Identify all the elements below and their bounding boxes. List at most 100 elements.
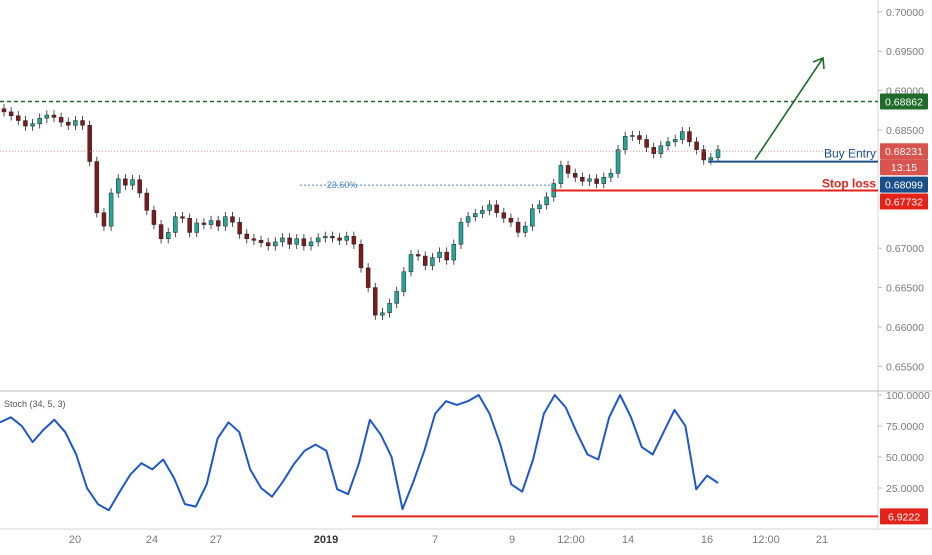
price-tick-label: 0.68500 [886, 125, 924, 137]
candle-body [687, 131, 692, 143]
candle-body [80, 120, 85, 126]
stoch-tick-label: 25.0000 [886, 483, 924, 495]
candle-body [337, 237, 342, 241]
candle-body [358, 243, 364, 269]
candle-body [173, 216, 178, 233]
time-tick-label: 14 [622, 534, 634, 546]
price-tick-label: 0.66000 [886, 322, 924, 334]
time-tick-label: 20 [69, 534, 81, 546]
candle-body [430, 257, 435, 266]
candle-body [387, 303, 392, 314]
stoch-title: Stoch (34, 5, 3) [4, 399, 66, 409]
candle-body [480, 210, 485, 214]
candle-body [237, 221, 242, 235]
price-flag-label: 13:15 [891, 162, 917, 174]
candle-body [644, 139, 649, 148]
candle-body [401, 271, 407, 292]
candle-body [351, 236, 357, 245]
candle-body [465, 216, 471, 223]
candle-body [444, 251, 449, 261]
candle-body [137, 179, 142, 194]
candle-body [494, 204, 499, 213]
target-arrow-shaft [754, 57, 824, 161]
candle-body [622, 136, 628, 150]
candle-body [708, 157, 714, 161]
candle-body [423, 255, 428, 266]
candle-body [458, 221, 464, 245]
candle-body [180, 216, 185, 219]
candle-body [323, 236, 328, 239]
candle-body [108, 192, 114, 227]
stoch-tick-label: 100.0000 [886, 390, 930, 402]
time-tick-label: 27 [210, 534, 222, 546]
candle-body [487, 204, 492, 211]
time-tick-label: 21 [816, 534, 828, 546]
candle-body [94, 161, 100, 213]
candle-body [580, 177, 585, 182]
candle-body [572, 173, 578, 178]
stoch-tick-label: 50.0000 [886, 452, 924, 464]
candle-body [537, 204, 542, 210]
candle-body [44, 114, 50, 119]
fib-236-label: 23.60% [327, 180, 358, 190]
candle-body [601, 177, 607, 184]
price-flag [880, 176, 928, 193]
time-tick-label: 24 [146, 534, 158, 546]
candle-body [508, 217, 514, 223]
price-flag [880, 159, 928, 176]
candle-body [115, 178, 121, 194]
candle-body [230, 216, 235, 223]
candle-body [16, 115, 21, 121]
stoch-line [0, 394, 719, 512]
candle-body [344, 236, 349, 241]
candle-body [694, 141, 699, 150]
candle-body [58, 117, 64, 123]
price-flag [880, 143, 928, 160]
candle-body [330, 236, 335, 239]
candle-body [223, 216, 228, 227]
price-tick-label: 0.66500 [886, 283, 924, 295]
candle-body [408, 254, 414, 273]
candle-body [308, 241, 314, 247]
candle-body [594, 178, 599, 184]
candle-body [672, 139, 678, 143]
candle-body [315, 237, 321, 243]
candle-body [215, 220, 221, 227]
price-flag-label: 0.68099 [885, 180, 923, 192]
candle-body [165, 232, 171, 239]
candle-body [501, 212, 507, 219]
stoch-threshold-flag [880, 508, 928, 525]
candle-body [608, 173, 614, 178]
time-tick-label: 12:00 [752, 534, 780, 546]
candle-body [251, 238, 257, 241]
candle-body [451, 243, 457, 261]
candle-body [37, 117, 42, 124]
candle-body [544, 196, 549, 206]
candle-body [380, 312, 385, 316]
candle-body [294, 238, 299, 245]
time-tick-label: 9 [509, 534, 515, 546]
target-arrow-head [812, 56, 825, 70]
candle-body [715, 149, 721, 158]
candle-body [587, 178, 592, 182]
price-tick-label: 0.67000 [886, 243, 924, 255]
candle-body [73, 120, 78, 126]
candle-body [472, 213, 478, 217]
candle-body [287, 237, 292, 245]
time-tick-label: 7 [432, 534, 438, 546]
time-tick-label: 12:00 [557, 534, 585, 546]
stop-loss-label: Stop loss [822, 177, 876, 191]
candle-body [301, 238, 307, 247]
price-flag-label: 0.67732 [885, 197, 923, 209]
stoch-threshold-label: 6.9222 [888, 511, 920, 523]
candle-body [273, 241, 278, 247]
candle-body [280, 237, 285, 243]
candle-body [201, 222, 207, 225]
candle-body [665, 141, 671, 147]
candle-body [87, 125, 92, 162]
candle-body [530, 208, 535, 227]
candle-body [23, 120, 28, 127]
candle-body [158, 224, 164, 239]
